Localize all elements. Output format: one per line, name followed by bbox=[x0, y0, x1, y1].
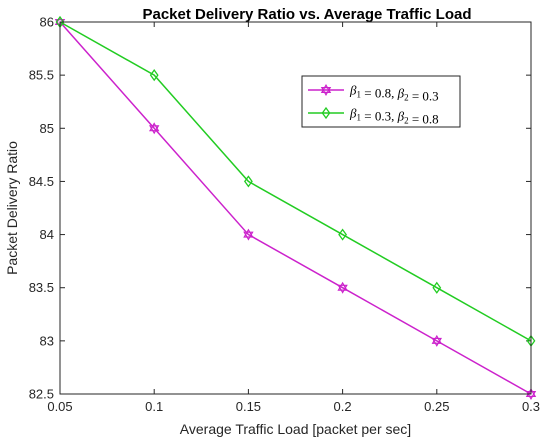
legend-label: β1 = 0.3, β2 = 0.8 bbox=[349, 106, 439, 127]
data-point-series-2 bbox=[149, 69, 159, 82]
x-tick-label: 0.3 bbox=[522, 399, 540, 414]
x-tick-label: 0.05 bbox=[47, 399, 72, 414]
data-point-series-2 bbox=[243, 175, 253, 188]
y-tick-label: 85 bbox=[40, 121, 54, 136]
x-tick-label: 0.2 bbox=[334, 399, 352, 414]
x-axis-label: Average Traffic Load [packet per sec] bbox=[180, 421, 411, 437]
y-tick-label: 85.5 bbox=[29, 68, 54, 83]
y-tick-label: 83 bbox=[40, 333, 54, 348]
y-tick-label: 86 bbox=[40, 15, 54, 30]
y-tick-label: 84 bbox=[40, 227, 54, 242]
x-tick-label: 0.25 bbox=[424, 399, 449, 414]
data-point-series-1 bbox=[431, 334, 442, 347]
axis-ticks: 0.05 0.1 0.15 0.2 0.25 0.3 82.5 83 83.5 84 84.5 85 8… bbox=[29, 15, 540, 415]
y-axis-label: Packet Delivery Ratio bbox=[4, 141, 20, 275]
legend-label: β1 = 0.8, β2 = 0.3 bbox=[349, 83, 439, 104]
series-line-2 bbox=[59, 21, 532, 342]
data-point-series-2 bbox=[432, 281, 442, 294]
y-tick-label: 84.5 bbox=[29, 174, 54, 189]
series-line-1 bbox=[59, 21, 532, 395]
legend-entry-2: β1 = 0.3, β2 = 0.8 bbox=[308, 106, 439, 127]
legend-marker bbox=[321, 106, 331, 120]
data-point-series-1 bbox=[149, 122, 160, 135]
series-layer bbox=[54, 15, 537, 400]
y-tick-label: 82.5 bbox=[29, 387, 54, 402]
data-point-series-1 bbox=[243, 228, 254, 241]
x-tick-label: 0.15 bbox=[236, 399, 261, 414]
legend: β1 = 0.8, β2 = 0.3β1 = 0.3, β2 = 0.8 bbox=[301, 75, 461, 128]
data-point-series-2 bbox=[338, 228, 348, 241]
x-tick-label: 0.1 bbox=[145, 399, 163, 414]
chart-title: Packet Delivery Ratio vs. Average Traffi… bbox=[142, 6, 471, 23]
legend-box bbox=[301, 75, 461, 128]
data-point-series-1 bbox=[337, 281, 348, 294]
y-tick-label: 83.5 bbox=[29, 280, 54, 295]
legend-entry-1: β1 = 0.8, β2 = 0.3 bbox=[308, 83, 439, 104]
legend-marker bbox=[320, 84, 332, 96]
plot-frame bbox=[59, 21, 532, 395]
